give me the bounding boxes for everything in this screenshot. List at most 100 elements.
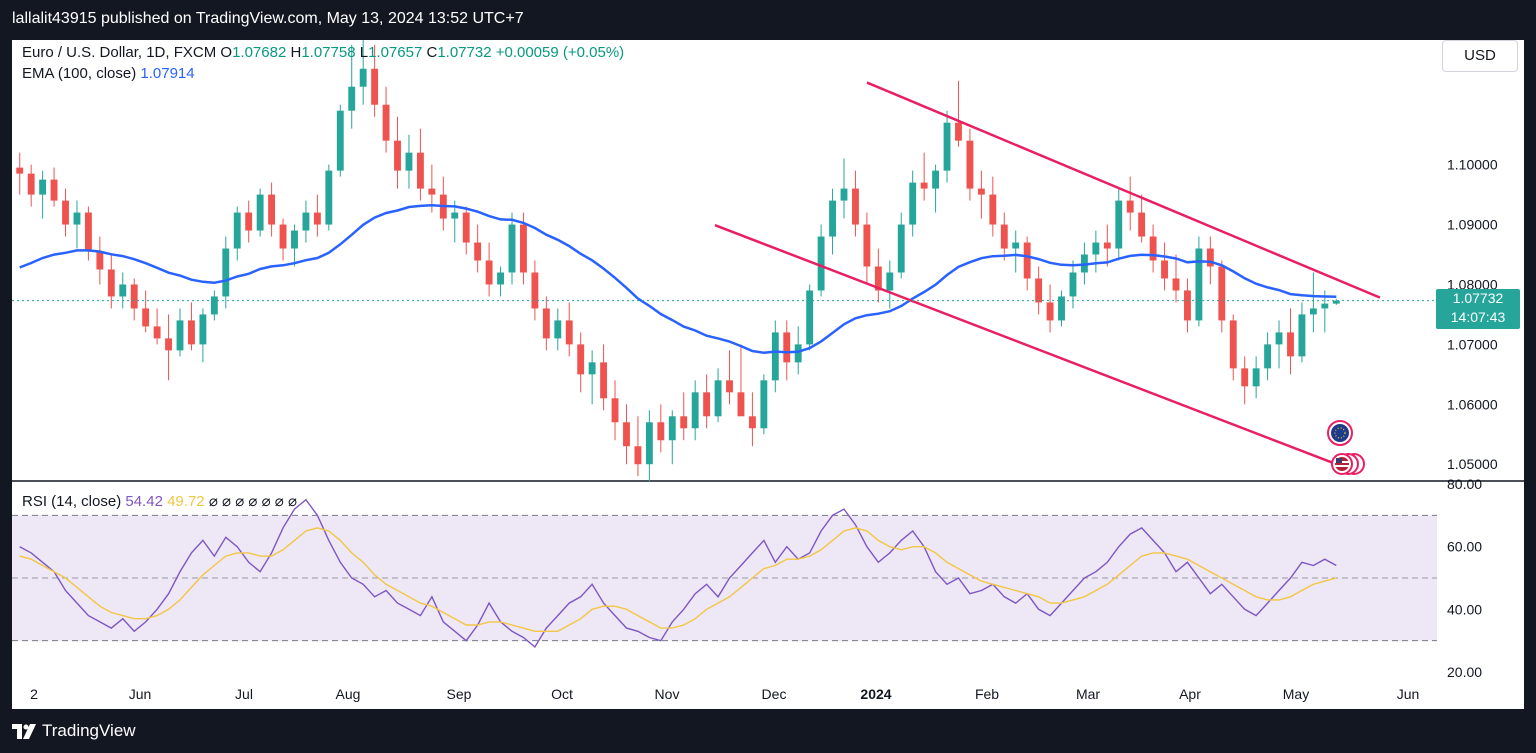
candle-body bbox=[1321, 303, 1329, 309]
chart-panel[interactable]: 1.05000 1.06000 1.07000 1.08000 1.09000 1.100… bbox=[12, 40, 1524, 709]
candle-body bbox=[302, 212, 310, 231]
candle-body bbox=[634, 446, 642, 465]
time-tick-label: 2 bbox=[30, 686, 38, 702]
low-label: L bbox=[359, 44, 369, 61]
candle-body bbox=[462, 212, 470, 243]
rsi-axis[interactable]: 20.00 40.00 60.00 80.00 bbox=[1447, 476, 1482, 680]
candle-body bbox=[1229, 320, 1237, 369]
time-tick-label: Oct bbox=[551, 686, 573, 702]
candle-body bbox=[783, 332, 791, 363]
candle-body bbox=[531, 272, 539, 309]
candle-body bbox=[394, 140, 401, 171]
bar-countdown: 14:07:43 bbox=[1450, 308, 1506, 325]
candle-body bbox=[371, 68, 379, 105]
ema-legend[interactable]: EMA (100, close) 1.07914 bbox=[22, 65, 195, 82]
publish-header: lallalit43915 published on TradingView.c… bbox=[0, 0, 1536, 40]
candle-body bbox=[1000, 224, 1008, 249]
rsi-legend[interactable]: RSI (14, close) 54.42 49.72 ⌀ ⌀ ⌀ ⌀ ⌀ ⌀ … bbox=[22, 492, 297, 510]
candle-body bbox=[600, 362, 608, 399]
ema-value: 1.07914 bbox=[140, 65, 195, 82]
time-tick-label: Sep bbox=[447, 686, 472, 702]
ema-label: EMA (100, close) bbox=[22, 65, 137, 82]
candle-body bbox=[565, 320, 573, 345]
channel-upper-line[interactable] bbox=[866, 81, 1381, 299]
rsi-tick-label: 40.00 bbox=[1447, 601, 1482, 617]
candle-body bbox=[932, 170, 940, 189]
candle-body bbox=[1184, 290, 1191, 321]
candle-body bbox=[806, 290, 814, 345]
ema-100-line bbox=[19, 203, 1337, 355]
channel-lower-line[interactable] bbox=[714, 223, 1339, 466]
eu-flag-icon[interactable] bbox=[1327, 420, 1353, 446]
candle-body bbox=[256, 194, 264, 231]
close-label: C bbox=[426, 44, 438, 61]
candle-body bbox=[382, 104, 390, 141]
candle-body bbox=[508, 224, 516, 273]
chart-svg[interactable]: 1.05000 1.06000 1.07000 1.08000 1.09000 1.100… bbox=[12, 40, 1524, 709]
last-price-value: 1.07732 bbox=[1452, 289, 1504, 306]
candle-body bbox=[1195, 248, 1203, 321]
low-value: 1.07657 bbox=[368, 44, 423, 61]
candle-body bbox=[107, 269, 115, 297]
time-tick-label: May bbox=[1283, 686, 1309, 702]
publish-text: lallalit43915 published on TradingView.c… bbox=[12, 10, 524, 27]
candle-body bbox=[554, 320, 562, 339]
footer: TradingView bbox=[0, 709, 1536, 753]
time-tick-label: Jul bbox=[235, 686, 253, 702]
candle-body bbox=[1332, 300, 1340, 304]
candle-body bbox=[1023, 242, 1031, 279]
candle-body bbox=[27, 173, 35, 195]
footer-brand[interactable]: TradingView bbox=[42, 721, 136, 740]
time-tick-label: Aug bbox=[336, 686, 361, 702]
candle-body bbox=[188, 320, 195, 345]
candle-body bbox=[703, 392, 711, 417]
price-tick-label: 1.08000 bbox=[1447, 276, 1498, 292]
candle-body bbox=[943, 122, 951, 171]
time-tick-label: Apr bbox=[1179, 686, 1201, 702]
candle-body bbox=[268, 194, 276, 225]
price-axis[interactable]: 1.05000 1.06000 1.07000 1.08000 1.09000 1.100… bbox=[1447, 157, 1498, 473]
candle-body bbox=[50, 179, 58, 201]
symbol-name: Euro / U.S. Dollar, 1D, FXCM bbox=[22, 44, 217, 61]
candle-body bbox=[1046, 302, 1054, 321]
candle-body bbox=[119, 284, 127, 297]
candle-body bbox=[977, 188, 985, 195]
candle-body bbox=[62, 200, 69, 225]
candle-body bbox=[874, 266, 882, 291]
candle-body bbox=[1149, 236, 1157, 261]
candle-body bbox=[1058, 296, 1065, 321]
candle-body bbox=[1092, 242, 1100, 255]
candle-body bbox=[680, 416, 688, 429]
price-tick-label: 1.06000 bbox=[1447, 396, 1498, 412]
candle-body bbox=[748, 416, 756, 429]
high-label: H bbox=[290, 44, 302, 61]
candle-body bbox=[1115, 200, 1123, 249]
candle-body bbox=[176, 320, 184, 351]
candles-group bbox=[16, 40, 1340, 483]
candle-body bbox=[623, 422, 630, 447]
candle-body bbox=[691, 392, 699, 429]
candle-body bbox=[279, 224, 287, 249]
candle-body bbox=[1252, 368, 1260, 387]
candle-body bbox=[165, 338, 172, 351]
candle-body bbox=[1172, 278, 1180, 291]
currency-button[interactable]: USD bbox=[1442, 40, 1518, 72]
candle-body bbox=[989, 194, 997, 225]
candle-body bbox=[16, 167, 24, 174]
time-tick-label: Feb bbox=[975, 686, 999, 702]
candle-body bbox=[325, 170, 333, 225]
candle-body bbox=[405, 152, 413, 171]
symbol-legend[interactable]: Euro / U.S. Dollar, 1D, FXCM O1.07682 H1… bbox=[22, 44, 624, 61]
candle-body bbox=[130, 284, 138, 309]
price-tick-label: 1.09000 bbox=[1447, 217, 1498, 233]
candle-body bbox=[714, 380, 722, 417]
tradingview-logo-icon[interactable] bbox=[12, 722, 36, 740]
candle-body bbox=[497, 272, 504, 285]
us-flag-icon[interactable] bbox=[1331, 453, 1365, 475]
candle-body bbox=[645, 422, 653, 465]
candle-body bbox=[668, 416, 676, 441]
candle-body bbox=[1161, 260, 1168, 279]
high-value: 1.07758 bbox=[301, 44, 356, 61]
rsi-line bbox=[19, 498, 1337, 648]
time-axis[interactable]: 2 Jun Jul Aug Sep Oct Nov Dec 2024 Feb Mar Apr May Ju… bbox=[30, 686, 1419, 702]
